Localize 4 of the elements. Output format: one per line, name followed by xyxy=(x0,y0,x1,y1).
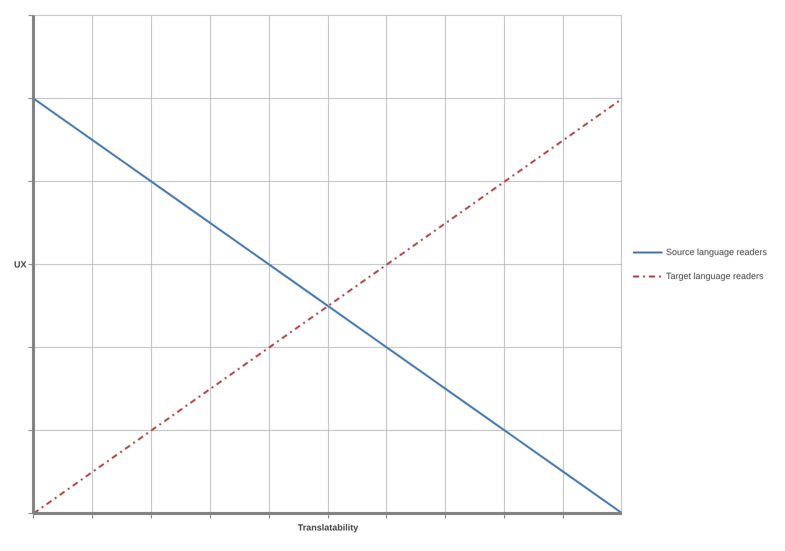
legend-label: Source language readers xyxy=(666,247,768,257)
y-axis-title: UX xyxy=(14,260,27,270)
x-axis-title: Translatability xyxy=(298,522,358,532)
legend-label: Target language readers xyxy=(666,271,764,281)
